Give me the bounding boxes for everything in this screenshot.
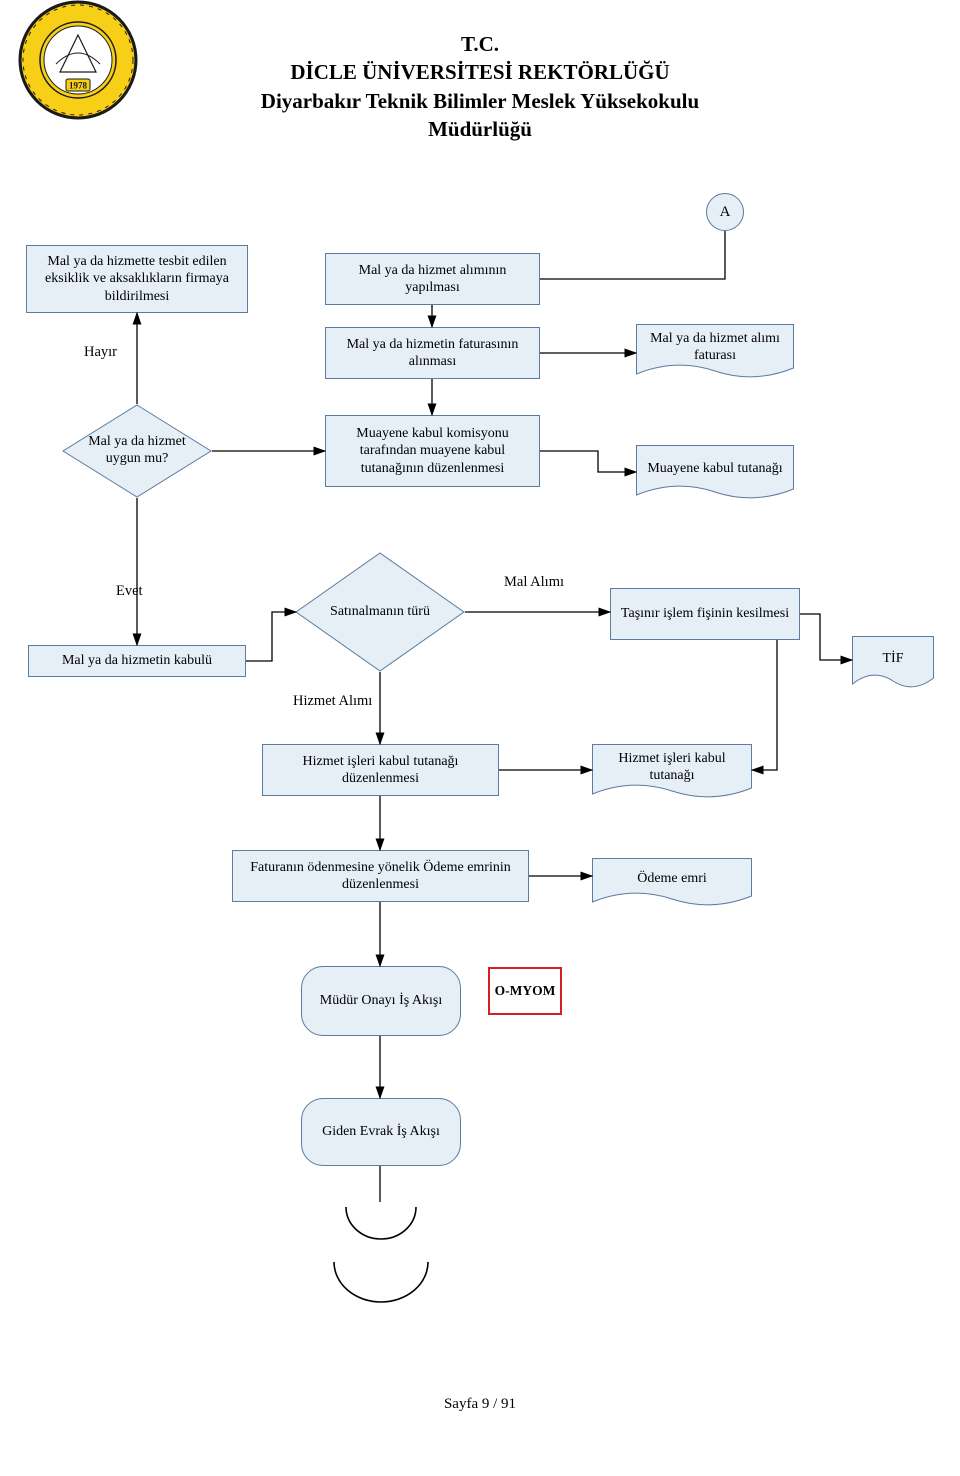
doc-tif: TİF	[852, 636, 934, 692]
ref-omyom: O-MYOM	[488, 967, 562, 1015]
connector-a-text: A	[720, 204, 731, 221]
decision-satinalma-turu: Satınalmanın türü	[295, 552, 465, 672]
connector-a: A	[706, 193, 744, 231]
doc-muayene-tutanagi: Muayene kabul tutanağı	[636, 445, 794, 503]
process-tesbit-text: Mal ya da hizmette tesbit edilen eksikli…	[35, 253, 239, 306]
terminator-arc	[344, 1205, 418, 1246]
process-fatura-alinmasi-text: Mal ya da hizmetin faturasının alınması	[334, 336, 531, 371]
header-line2: DİCLE ÜNİVERSİTESİ REKTÖRLÜĞÜ	[0, 58, 960, 86]
process-odeme-emri-duzen-text: Faturanın ödenmesine yönelik Ödeme emrin…	[241, 859, 520, 894]
header-line1: T.C.	[0, 30, 960, 58]
process-tasinir-fis-text: Taşınır işlem fişinin kesilmesi	[621, 605, 789, 623]
decision-uygun-mu-text: Mal ya da hizmet uygun mu?	[82, 434, 192, 468]
doc-odeme-emri-text: Ödeme emri	[592, 858, 752, 900]
process-hizmet-kabulu-text: Mal ya da hizmetin kabulü	[62, 652, 212, 670]
doc-hizmet-tutanak-text: Hizmet işleri kabul tutanağı	[592, 744, 752, 792]
process-hizmet-kabulu: Mal ya da hizmetin kabulü	[28, 645, 246, 677]
doc-muayene-tutanagi-text: Muayene kabul tutanağı	[636, 445, 794, 493]
doc-alim-faturasi: Mal ya da hizmet alımı faturası	[636, 324, 794, 382]
flow-arrows	[0, 0, 960, 1476]
doc-odeme-emri: Ödeme emri	[592, 858, 752, 910]
process-tesbit: Mal ya da hizmette tesbit edilen eksikli…	[26, 245, 248, 313]
label-evet: Evet	[116, 583, 143, 600]
process-hizmet-tutanak-duzen-text: Hizmet işleri kabul tutanağı düzenlenmes…	[271, 753, 490, 788]
label-hizmet-alimi: Hizmet Alımı	[293, 693, 372, 710]
process-tasinir-fis: Taşınır işlem fişinin kesilmesi	[610, 588, 800, 640]
process-muayene-duzen-text: Muayene kabul komisyonu tarafından muaye…	[334, 425, 531, 478]
label-hayir: Hayır	[84, 344, 117, 361]
predefined-mudur-onay: Müdür Onayı İş Akışı	[301, 966, 461, 1036]
doc-tif-text: TİF	[852, 636, 934, 682]
decision-uygun-mu: Mal ya da hizmet uygun mu?	[62, 404, 212, 498]
doc-hizmet-tutanak: Hizmet işleri kabul tutanağı	[592, 744, 752, 802]
process-hizmet-tutanak-duzen: Hizmet işleri kabul tutanağı düzenlenmes…	[262, 744, 499, 796]
terminator-arc-2	[332, 1260, 430, 1309]
page-title: T.C. DİCLE ÜNİVERSİTESİ REKTÖRLÜĞÜ Diyar…	[0, 30, 960, 143]
label-mal-alimi: Mal Alımı	[504, 574, 564, 591]
header-line4: Müdürlüğü	[0, 115, 960, 143]
page-footer-text: Sayfa 9 / 91	[444, 1396, 516, 1412]
doc-alim-faturasi-text: Mal ya da hizmet alımı faturası	[636, 324, 794, 372]
predefined-giden-evrak: Giden Evrak İş Akışı	[301, 1098, 461, 1166]
process-alim-yapilmasi: Mal ya da hizmet alımının yapılması	[325, 253, 540, 305]
ref-omyom-text: O-MYOM	[495, 984, 556, 999]
process-alim-yapilmasi-text: Mal ya da hizmet alımının yapılması	[334, 262, 531, 297]
predefined-mudur-onay-text: Müdür Onayı İş Akışı	[320, 993, 443, 1010]
header-line3: Diyarbakır Teknik Bilimler Meslek Yüksek…	[0, 87, 960, 115]
page-footer: Sayfa 9 / 91	[0, 1396, 960, 1413]
process-muayene-duzen: Muayene kabul komisyonu tarafından muaye…	[325, 415, 540, 487]
process-odeme-emri-duzen: Faturanın ödenmesine yönelik Ödeme emrin…	[232, 850, 529, 902]
process-fatura-alinmasi: Mal ya da hizmetin faturasının alınması	[325, 327, 540, 379]
decision-satinalma-turu-text: Satınalmanın türü	[324, 604, 436, 621]
predefined-giden-evrak-text: Giden Evrak İş Akışı	[322, 1124, 440, 1141]
